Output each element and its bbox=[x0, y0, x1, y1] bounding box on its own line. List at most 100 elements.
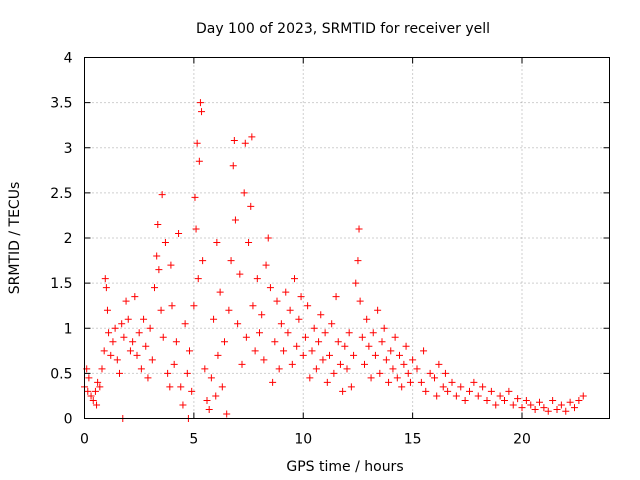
data-point bbox=[238, 360, 246, 368]
x-tick-label: 5 bbox=[189, 432, 198, 448]
data-point bbox=[367, 374, 375, 382]
data-point bbox=[441, 369, 449, 377]
data-point bbox=[154, 220, 162, 228]
data-point bbox=[253, 275, 261, 283]
data-point bbox=[214, 351, 222, 359]
data-point bbox=[406, 378, 414, 386]
data-point bbox=[518, 404, 526, 412]
data-point bbox=[198, 108, 206, 116]
data-point bbox=[389, 365, 397, 373]
data-point bbox=[225, 306, 233, 314]
data-point bbox=[350, 351, 358, 359]
data-point bbox=[223, 410, 231, 418]
data-point bbox=[101, 275, 109, 283]
data-point bbox=[341, 342, 349, 350]
data-point bbox=[363, 315, 371, 323]
data-point bbox=[347, 383, 355, 391]
data-point bbox=[571, 404, 578, 412]
data-point bbox=[549, 396, 557, 404]
data-point bbox=[553, 405, 561, 413]
data-point bbox=[229, 162, 237, 170]
data-point bbox=[295, 315, 303, 323]
y-tick-label: 3 bbox=[64, 141, 73, 157]
data-point bbox=[116, 369, 123, 377]
data-point bbox=[148, 356, 156, 364]
data-point bbox=[227, 257, 235, 265]
data-point bbox=[271, 338, 279, 346]
data-point bbox=[439, 383, 447, 391]
data-point bbox=[385, 378, 393, 386]
data-point bbox=[129, 338, 137, 346]
data-point bbox=[319, 356, 327, 364]
data-point bbox=[124, 315, 132, 323]
data-point bbox=[531, 405, 539, 413]
data-point bbox=[579, 392, 587, 400]
data-point bbox=[452, 392, 460, 400]
data-point bbox=[93, 401, 101, 409]
data-point bbox=[321, 329, 329, 337]
data-point bbox=[242, 333, 250, 341]
data-point bbox=[144, 374, 152, 382]
data-point bbox=[544, 407, 552, 415]
data-point bbox=[85, 374, 93, 382]
data-point bbox=[203, 396, 211, 404]
data-point bbox=[111, 324, 119, 332]
data-point bbox=[326, 351, 333, 359]
data-point bbox=[380, 324, 388, 332]
y-tick-label: 2.5 bbox=[50, 186, 72, 202]
data-point bbox=[94, 378, 102, 386]
data-point bbox=[190, 302, 198, 310]
data-point bbox=[188, 387, 196, 395]
data-point bbox=[371, 351, 379, 359]
data-point bbox=[339, 387, 347, 395]
data-point bbox=[514, 395, 522, 403]
data-point bbox=[91, 387, 99, 395]
data-point bbox=[256, 329, 263, 337]
data-point bbox=[291, 275, 298, 283]
y-tick-label: 1 bbox=[64, 321, 73, 337]
x-tick-label: 0 bbox=[80, 432, 89, 448]
data-point bbox=[170, 360, 178, 368]
data-point bbox=[109, 338, 117, 346]
plot-frame bbox=[84, 57, 610, 419]
data-point bbox=[126, 347, 134, 355]
data-point bbox=[230, 137, 238, 145]
data-point bbox=[505, 387, 513, 395]
data-point bbox=[264, 234, 272, 242]
data-point bbox=[168, 302, 176, 310]
data-point bbox=[87, 392, 95, 400]
data-point bbox=[304, 302, 312, 310]
data-point bbox=[374, 306, 382, 314]
y-tick-label: 2 bbox=[64, 231, 73, 247]
data-point bbox=[413, 365, 421, 373]
data-point bbox=[192, 225, 200, 233]
y-tick-label: 0 bbox=[64, 412, 73, 428]
data-point bbox=[369, 329, 377, 337]
data-point bbox=[122, 297, 130, 305]
data-point bbox=[98, 365, 106, 373]
data-point bbox=[96, 383, 104, 391]
data-point bbox=[448, 378, 456, 386]
data-point bbox=[562, 407, 570, 415]
data-point bbox=[312, 365, 320, 373]
data-point bbox=[487, 387, 495, 395]
data-point bbox=[172, 338, 180, 346]
data-point bbox=[183, 369, 191, 377]
data-point bbox=[84, 387, 92, 395]
data-point bbox=[404, 369, 412, 377]
data-point bbox=[157, 306, 165, 314]
data-point bbox=[146, 324, 154, 332]
data-point bbox=[301, 333, 309, 341]
data-point bbox=[89, 396, 97, 404]
data-point bbox=[332, 293, 340, 301]
data-point bbox=[398, 383, 406, 391]
data-point bbox=[194, 275, 202, 283]
grid bbox=[84, 57, 610, 419]
data-point bbox=[422, 387, 430, 395]
data-point bbox=[155, 266, 163, 274]
data-point bbox=[492, 401, 500, 409]
y-tick-label: 1.5 bbox=[50, 276, 72, 292]
data-point bbox=[186, 347, 193, 355]
data-point bbox=[181, 320, 189, 328]
